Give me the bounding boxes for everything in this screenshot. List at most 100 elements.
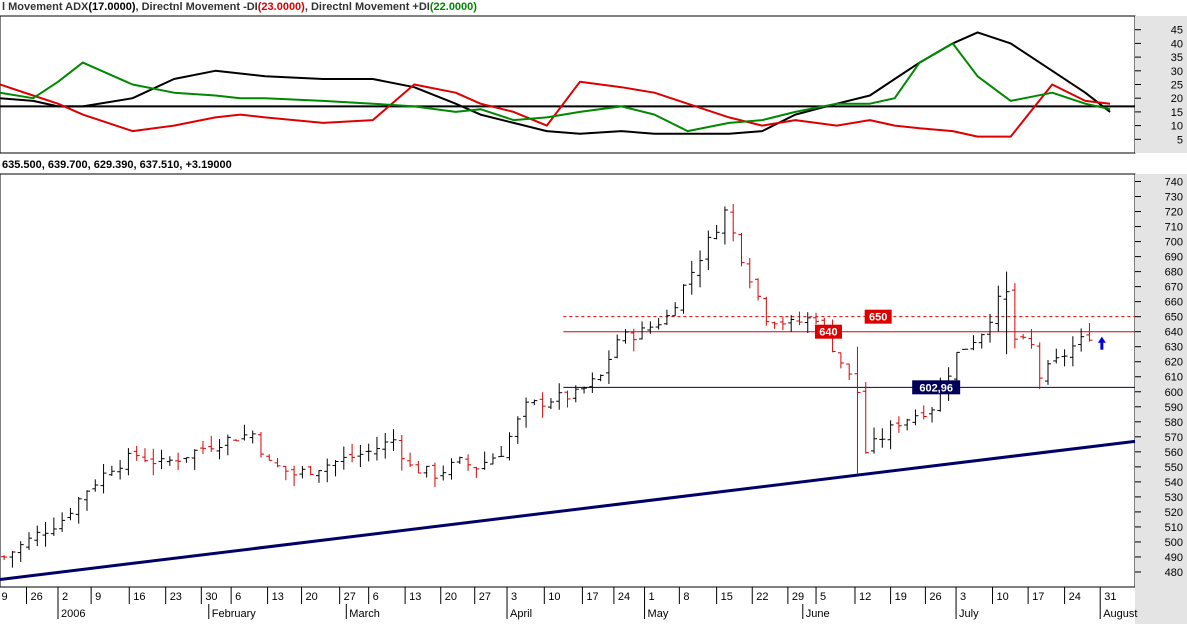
- day-tick-label: 15: [721, 591, 733, 603]
- day-tick-label: 27: [479, 591, 491, 603]
- price-y-tick-label: 630: [1165, 342, 1183, 354]
- price-y-tick-label: 660: [1165, 297, 1183, 309]
- price-y-tick-label: 680: [1165, 267, 1183, 279]
- adx-label: l Movement ADX: [2, 1, 89, 13]
- day-tick-label: 17: [1032, 591, 1044, 603]
- day-tick-label: 2: [62, 591, 68, 603]
- day-tick-label: 1: [649, 591, 655, 603]
- price-y-tick-label: 490: [1165, 552, 1183, 564]
- price-overlays: [0, 316, 1136, 581]
- day-tick-label: 24: [1069, 591, 1081, 603]
- indicator-y-tick-label: 10: [1171, 121, 1183, 133]
- day-tick-label: 13: [272, 591, 284, 603]
- date-axis-bg: [0, 587, 1135, 624]
- level-label-bg-640: [814, 324, 842, 339]
- day-tick-label: 26: [929, 591, 941, 603]
- day-tick-label: 19: [895, 591, 907, 603]
- series-line-minus_di: [0, 80, 1111, 138]
- day-tick-label: 8: [683, 591, 689, 603]
- day-tick-label: 6: [373, 591, 379, 603]
- day-tick-label: 10: [997, 591, 1009, 603]
- price-axis-bg: [1135, 174, 1187, 624]
- level-label-602,96: 602,96: [919, 382, 953, 394]
- month-tick-label: June: [806, 608, 830, 620]
- month-tick-label: March: [349, 608, 380, 620]
- price-y-tick-label: 690: [1165, 252, 1183, 264]
- price-y-tick-label: 550: [1165, 462, 1183, 474]
- level-label-bg-602,96: [912, 380, 961, 395]
- price-y-tick-label: 570: [1165, 432, 1183, 444]
- month-tick-label: May: [648, 608, 669, 620]
- day-tick-label: 24: [618, 591, 630, 603]
- indicator-y-tick-label: 25: [1171, 80, 1183, 92]
- price-y-tick-label: 560: [1165, 447, 1183, 459]
- indicator-y-tick-label: 40: [1171, 38, 1183, 50]
- price-y-tick-label: 530: [1165, 492, 1183, 504]
- month-tick-label: August: [1103, 608, 1137, 620]
- day-tick-label: 17: [586, 591, 598, 603]
- indicator-y-tick-label: 35: [1171, 52, 1183, 64]
- indicator-y-tick-label: 20: [1171, 93, 1183, 105]
- header-sep-2: ,: [305, 1, 311, 13]
- indicator-header: l Movement ADX(17.0000), Directnl Moveme…: [2, 1, 477, 13]
- day-tick-label: 30: [205, 591, 217, 603]
- price-axis: 480 490 500 510 520 530 540 550 560 570 580 590 600 6…: [1135, 177, 1183, 579]
- price-y-tick-label: 740: [1165, 177, 1183, 189]
- day-tick-label: 9: [95, 591, 101, 603]
- price-y-tick-label: 540: [1165, 477, 1183, 489]
- level-label-bg-650: [864, 309, 892, 324]
- day-tick-label: 29: [792, 591, 804, 603]
- day-tick-label: 20: [306, 591, 318, 603]
- price-y-tick-label: 730: [1165, 192, 1183, 204]
- day-tick-label: 20: [445, 591, 457, 603]
- plus-di-label: Directnl Movement +DI: [311, 1, 430, 13]
- price-y-tick-label: 510: [1165, 522, 1183, 534]
- month-tick-label: April: [510, 608, 532, 620]
- day-tick-label: 5: [820, 591, 826, 603]
- series-line-plus_di: [0, 42, 1111, 133]
- indicator-y-tick-label: 5: [1177, 134, 1183, 146]
- day-tick-label: 9: [2, 591, 8, 603]
- day-tick-label: 12: [859, 591, 871, 603]
- indicator-y-tick-label: 30: [1171, 66, 1183, 78]
- day-tick-label: 23: [170, 591, 182, 603]
- adx-value: (17.0000): [88, 1, 135, 13]
- day-tick-label: 10: [548, 591, 560, 603]
- price-header: 635.500, 639.700, 629.390, 637.510, +3.1…: [2, 159, 232, 171]
- annotation-labels: 650 640 602,96: [814, 309, 1106, 395]
- level-label-650: 650: [869, 312, 887, 324]
- indicator-y-tick-label: 45: [1171, 25, 1183, 37]
- price-y-tick-label: 700: [1165, 237, 1183, 249]
- day-tick-label: 31: [1104, 591, 1116, 603]
- day-tick-label: 3: [511, 591, 517, 603]
- plus-di-value: (22.0000): [430, 1, 477, 13]
- day-tick-label: 3: [960, 591, 966, 603]
- up-arrow-icon-stem: [1100, 341, 1104, 350]
- indicator-y-tick-label: 15: [1171, 107, 1183, 119]
- minus-di-value: (23.0000): [258, 1, 305, 13]
- indicator-lines: [0, 31, 1135, 138]
- indicator-axis-bg: [1135, 16, 1187, 153]
- minus-di-label: Directnl Movement -DI: [142, 1, 258, 13]
- price-y-tick-label: 520: [1165, 507, 1183, 519]
- price-y-tick-label: 480: [1165, 567, 1183, 579]
- day-tick-label: 26: [31, 591, 43, 603]
- price-y-tick-label: 580: [1165, 417, 1183, 429]
- level-label-640: 640: [819, 327, 837, 339]
- price-panel-bg: [0, 173, 1136, 588]
- month-tick-label: 2006: [61, 608, 85, 620]
- price-y-tick-label: 710: [1165, 222, 1183, 234]
- price-y-tick-label: 600: [1165, 387, 1183, 399]
- price-y-tick-label: 500: [1165, 537, 1183, 549]
- up-arrow-icon-head: [1097, 336, 1106, 343]
- month-tick-label: July: [959, 608, 979, 620]
- day-tick-label: 27: [344, 591, 356, 603]
- price-y-tick-label: 610: [1165, 372, 1183, 384]
- date-axis: 9 26 2 9 16 23 30 6 13 20 27 6 13 20 27 3 10 17 24 1 8 15 22 29…: [2, 587, 1137, 620]
- price-y-tick-label: 650: [1165, 312, 1183, 324]
- day-tick-label: 16: [133, 591, 145, 603]
- price-y-tick-label: 670: [1165, 282, 1183, 294]
- month-tick-label: February: [212, 608, 257, 620]
